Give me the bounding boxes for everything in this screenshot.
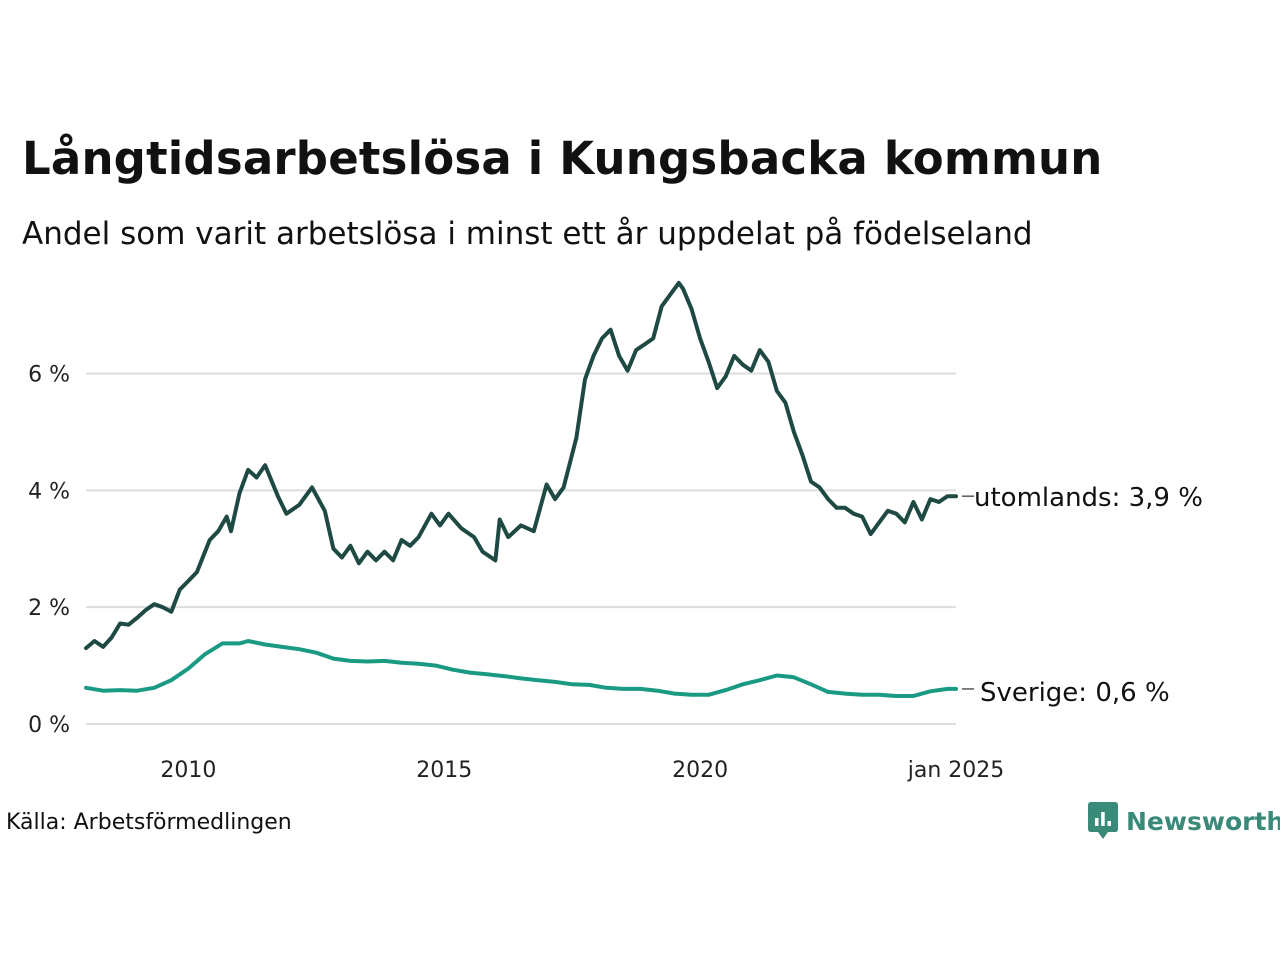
y-axis-ticks: 0 % 2 % 4 % 6 %: [28, 362, 70, 738]
newsworthy-logo-icon: [1088, 802, 1118, 839]
end-label-utomlands: utomlands: 3,9 %: [974, 483, 1203, 513]
gridlines: [86, 372, 956, 725]
newsworthy-logo: Newsworthy: [1088, 802, 1280, 840]
x-tick-label: jan 2025: [907, 758, 1005, 783]
series-line-sverige: [84, 639, 958, 698]
chart-title: Långtidsarbetslösa i Kungsbacka kommun: [22, 132, 1103, 185]
series-line-utomlands: [84, 280, 958, 651]
source-note: Källa: Arbetsförmedlingen: [6, 810, 292, 835]
x-tick-label: 2010: [160, 758, 216, 783]
logo-text: Newsworthy: [1126, 806, 1280, 836]
x-tick-label: 2015: [416, 758, 472, 783]
y-tick-label: 0 %: [28, 713, 70, 738]
chart-subtitle: Andel som varit arbetslösa i minst ett å…: [22, 216, 1033, 252]
x-tick-label: 2020: [672, 758, 728, 783]
y-tick-label: 2 %: [28, 596, 70, 621]
end-label-sverige: Sverige: 0,6 %: [980, 678, 1170, 708]
series-lines: [84, 280, 958, 698]
end-labels: utomlands: 3,9 % Sverige: 0,6 %: [962, 483, 1203, 708]
y-tick-label: 4 %: [28, 479, 70, 504]
x-axis-ticks: 2010 2015 2020 jan 2025: [160, 758, 1004, 783]
y-tick-label: 6 %: [28, 362, 70, 387]
